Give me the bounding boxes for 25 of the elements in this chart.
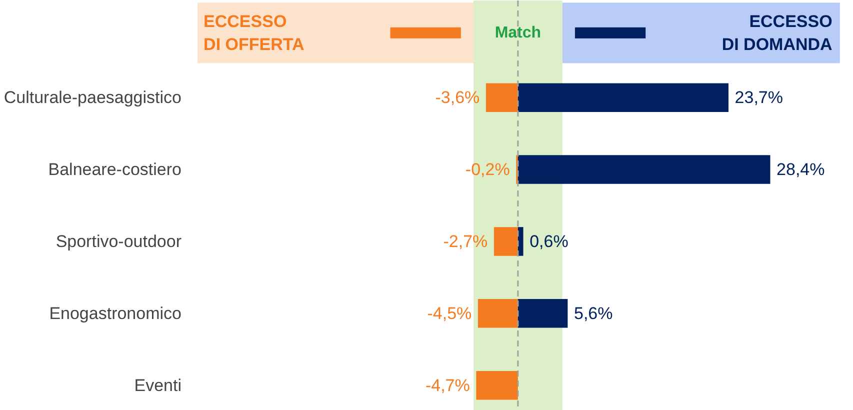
bar [518, 299, 568, 328]
data-label: -4,5% [427, 304, 472, 323]
bar [486, 83, 518, 112]
data-label: 28,4% [776, 160, 825, 180]
y-tick-label: Sportivo-outdoor [56, 232, 182, 251]
band-label: Match [494, 24, 542, 42]
bar [518, 227, 524, 256]
data-label: -0,2% [465, 160, 510, 180]
bar [478, 299, 518, 328]
y-tick-label: Culturale-paesaggistico [4, 88, 182, 108]
y-tick-label: Enogastronomico [49, 304, 182, 323]
text: ECCESSO DI DOMANDA [722, 12, 832, 54]
data-label: 0,6% [530, 232, 568, 251]
bar [518, 83, 728, 112]
y-tick-label: Balneare-costiero [48, 160, 182, 180]
bar [494, 227, 518, 256]
bar [518, 155, 770, 184]
data-label: -3,6% [435, 88, 480, 108]
y-tick-label: Eventi [134, 376, 182, 395]
text: ECCESSO DI OFFERTA [204, 12, 304, 54]
data-label: -2,7% [443, 232, 488, 251]
data-label: -4,7% [425, 376, 470, 395]
data-label: 23,7% [734, 88, 783, 108]
bar [476, 370, 518, 400]
data-label: 5,6% [574, 304, 613, 323]
